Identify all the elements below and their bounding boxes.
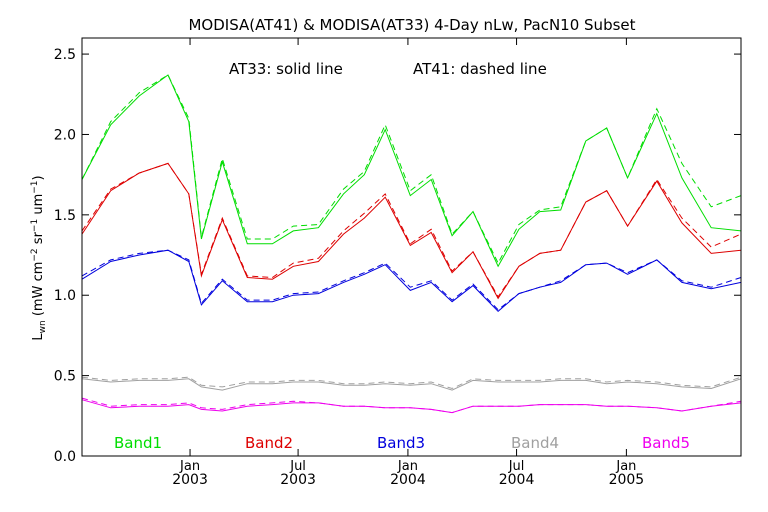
y-axis-label-um: um	[31, 194, 46, 219]
legend-band3: Band3	[377, 434, 425, 452]
y-tick-label: 1.0	[54, 288, 76, 304]
y-axis-label-main: L	[31, 333, 46, 341]
legend-group: Band1 Band2 Band3 Band4 Band5	[114, 434, 690, 452]
y-tick-label: 0.5	[54, 369, 76, 385]
y-axis-label: Lwn (mW cm−2 sr−1 um−1)	[30, 175, 48, 340]
series-band4-solid-line	[81, 378, 742, 391]
annotation-solid-line: AT33: solid line	[229, 60, 343, 78]
annotation-dashed-line: AT41: dashed line	[413, 60, 547, 78]
series-band2-solid-line	[81, 162, 742, 300]
y-tick-label: 0.0	[54, 449, 76, 465]
x-tick-label-month: Jul	[508, 459, 525, 474]
series-band4-dashed-line	[81, 376, 742, 390]
legend-band2: Band2	[245, 434, 293, 452]
plot-frame	[81, 37, 742, 457]
series-band5-solid-line	[81, 399, 742, 414]
legend-band5: Band5	[642, 434, 690, 452]
legend-band4: Band4	[511, 434, 559, 452]
x-tick-label-month: Jan	[615, 459, 636, 474]
y-axis-label-close: )	[31, 175, 46, 180]
x-tick-label-year: 2005	[609, 472, 645, 488]
y-axis-label-exp3: −1	[30, 180, 40, 193]
y-axis-label-exp1: −2	[30, 248, 40, 261]
y-axis-label-sub: wn	[38, 320, 48, 333]
x-tick-label-month: Jan	[397, 459, 418, 474]
y-axis-label-units: (mW cm	[31, 262, 46, 321]
series-band3-dashed-line	[81, 249, 742, 311]
legend-band1: Band1	[114, 434, 162, 452]
series-band1-solid-line	[81, 74, 742, 268]
chart-title: MODISA(AT41) & MODISA(AT33) 4-Day nLw, P…	[188, 16, 635, 34]
series-band2-dashed-line	[81, 162, 742, 298]
series-band3-solid-line	[81, 249, 742, 312]
y-axis-label-exp2: −1	[30, 219, 40, 232]
x-tick-label-year: 2003	[172, 472, 208, 488]
x-tick-label-month: Jul	[289, 459, 306, 474]
x-tick-label-year: 2004	[390, 472, 426, 488]
y-tick-label: 2.5	[54, 47, 76, 63]
y-tick-label: 1.5	[54, 208, 76, 224]
y-axis-label-sr: sr	[31, 231, 46, 248]
axes-group: 0.00.51.01.52.02.5Jan2003Jul2003Jan2004J…	[54, 38, 741, 488]
series-group	[81, 74, 742, 414]
x-tick-label-year: 2003	[280, 472, 316, 488]
x-tick-label-month: Jan	[179, 459, 200, 474]
y-tick-label: 2.0	[54, 127, 76, 143]
x-tick-label-year: 2004	[499, 472, 535, 488]
